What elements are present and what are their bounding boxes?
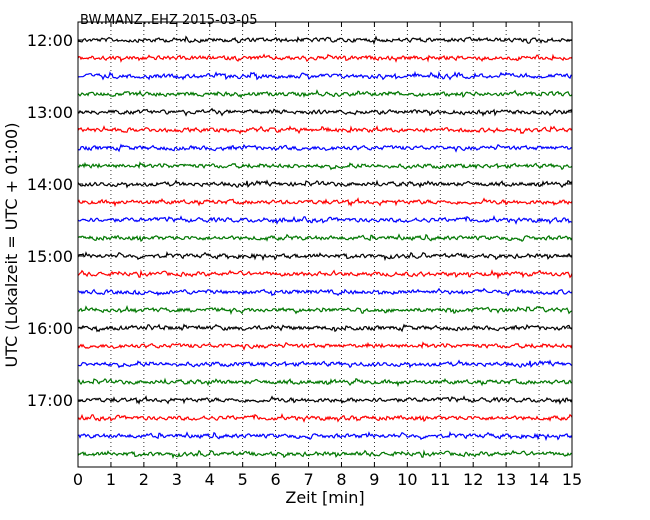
y-tick-label: 16:00 bbox=[27, 319, 73, 338]
x-tick-label: 7 bbox=[303, 470, 313, 489]
trace-line bbox=[77, 430, 573, 442]
trace-line bbox=[77, 341, 573, 351]
trace-line bbox=[77, 89, 573, 99]
y-tick-label: 14:00 bbox=[27, 175, 73, 194]
chart-title: BW.MANZ..EHZ 2015-03-05 bbox=[80, 13, 258, 28]
trace-line bbox=[77, 70, 573, 81]
x-tick-label: 8 bbox=[336, 470, 346, 489]
x-tick-label: 1 bbox=[106, 470, 116, 489]
y-tick-label: 13:00 bbox=[27, 103, 73, 122]
x-tick-label: 9 bbox=[369, 470, 379, 489]
trace-line bbox=[77, 161, 573, 171]
x-tick-label: 13 bbox=[496, 470, 516, 489]
trace-line bbox=[77, 395, 573, 405]
trace-line bbox=[77, 107, 573, 117]
trace-line bbox=[77, 53, 573, 63]
trace-line bbox=[77, 449, 573, 460]
y-tick-label: 15:00 bbox=[27, 247, 73, 266]
y-tick-label: 12:00 bbox=[27, 31, 73, 50]
trace-line bbox=[77, 287, 573, 297]
trace-line bbox=[77, 377, 573, 388]
trace-line bbox=[77, 233, 573, 243]
traces bbox=[77, 35, 573, 460]
trace-line bbox=[77, 35, 573, 46]
trace-line bbox=[77, 323, 573, 333]
trace-line bbox=[77, 125, 573, 135]
trace-line bbox=[77, 197, 573, 208]
x-ticks: 0 1 2 3 4 5 6 7 8 9 10 11 12 13 14 15 bbox=[73, 22, 582, 489]
y-axis-label: UTC (Lokalzeit = UTC + 01:00) bbox=[2, 123, 21, 368]
x-tick-label: 4 bbox=[205, 470, 215, 489]
x-tick-label: 6 bbox=[271, 470, 281, 489]
x-tick-label: 5 bbox=[238, 470, 248, 489]
x-tick-label: 12 bbox=[463, 470, 483, 489]
x-tick-label: 15 bbox=[562, 470, 582, 489]
x-tick-label: 11 bbox=[430, 470, 450, 489]
trace-line bbox=[77, 143, 573, 153]
trace-line bbox=[77, 250, 573, 262]
x-tick-label: 14 bbox=[529, 470, 549, 489]
x-tick-label: 0 bbox=[73, 470, 83, 489]
trace-line bbox=[77, 179, 573, 189]
trace-line bbox=[77, 413, 573, 423]
trace-line bbox=[77, 215, 573, 225]
trace-line bbox=[77, 305, 573, 316]
plot-frame bbox=[77, 21, 573, 468]
y-ticks: 12:00 13:00 14:00 15:00 16:00 17:00 bbox=[27, 31, 572, 410]
x-tick-label: 10 bbox=[397, 470, 417, 489]
x-tick-label: 3 bbox=[172, 470, 182, 489]
trace-line bbox=[77, 359, 573, 369]
y-tick-label: 17:00 bbox=[27, 391, 73, 410]
x-tick-label: 2 bbox=[139, 470, 149, 489]
x-axis-label: Zeit [min] bbox=[285, 488, 364, 507]
trace-line bbox=[77, 269, 573, 280]
